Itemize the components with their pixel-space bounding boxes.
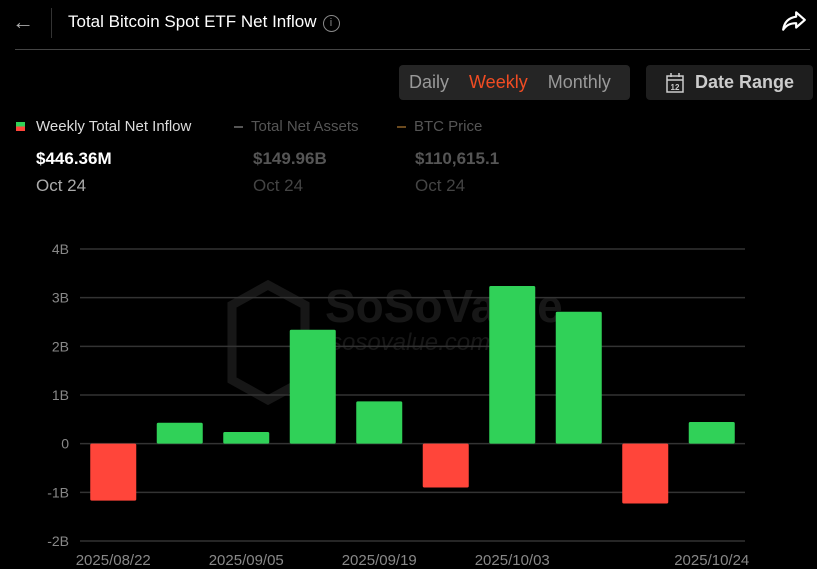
- period-daily[interactable]: Daily: [409, 72, 450, 92]
- net-inflow-value: $446.36M: [36, 149, 112, 168]
- x-tick-label: 2025/10/03: [475, 552, 550, 569]
- legend-label: Total Net Assets: [251, 118, 359, 135]
- date-range-button[interactable]: 12 Date Range: [646, 65, 813, 100]
- bar-2025/08/29[interactable]: [156, 422, 203, 444]
- legend-dash: [397, 125, 406, 128]
- y-tick-label: -2B: [47, 533, 69, 549]
- divider: [15, 49, 810, 50]
- bar-2025/08/22[interactable]: [90, 443, 137, 501]
- total-net-assets-value: $149.96B: [253, 149, 327, 168]
- bar-chart: SoSoValue sosovalue.com 4B3B2B1B0-1B-2B …: [47, 241, 749, 569]
- info-icon[interactable]: i: [322, 15, 340, 32]
- bar-2025/10/10[interactable]: [555, 311, 602, 444]
- btc-price-date: Oct 24: [415, 176, 466, 195]
- bar-2025/09/26[interactable]: [422, 443, 469, 488]
- legend-item-btc-price[interactable]: BTC Price: [397, 118, 482, 135]
- bar-2025/09/19[interactable]: [356, 401, 403, 444]
- y-tick-label: 3B: [52, 290, 69, 306]
- period-weekly[interactable]: Weekly: [469, 72, 528, 92]
- y-tick-label: 4B: [52, 241, 69, 257]
- bar-2025/09/05[interactable]: [223, 431, 270, 444]
- share-icon[interactable]: [781, 8, 807, 34]
- net-inflow-date: Oct 24: [36, 176, 87, 195]
- period-toggle: Daily Weekly Monthly: [399, 65, 630, 100]
- legend-label: BTC Price: [414, 118, 483, 135]
- y-tick-label: 0: [61, 436, 69, 452]
- bar-2025/09/12[interactable]: [289, 329, 336, 444]
- bar-2025/10/03[interactable]: [489, 285, 536, 444]
- legend-item-net-inflow[interactable]: Weekly Total Net Inflow: [16, 118, 191, 135]
- bar-2025/10/17[interactable]: [622, 443, 669, 504]
- back-button[interactable]: ←: [12, 9, 34, 34]
- title-text: Total Bitcoin Spot ETF Net Inflow: [68, 12, 317, 31]
- divider: [51, 8, 52, 38]
- calendar-day: 12: [671, 83, 680, 92]
- page-title: Total Bitcoin Spot ETF Net Inflow i: [68, 12, 340, 32]
- x-tick-label: 2025/08/22: [76, 552, 151, 569]
- watermark-url: sosovalue.com: [330, 329, 490, 356]
- legend-swatch: [16, 122, 25, 131]
- x-tick-label: 2025/10/24: [674, 552, 749, 569]
- period-monthly[interactable]: Monthly: [547, 72, 611, 92]
- total-net-assets-date: Oct 24: [253, 176, 304, 195]
- date-range-label: Date Range: [694, 72, 795, 92]
- x-tick-label: 2025/09/05: [209, 552, 284, 569]
- bar-2025/10/24[interactable]: [688, 421, 735, 444]
- btc-price-value: $110,615.1: [415, 149, 500, 168]
- watermark: SoSoValue sosovalue.com: [227, 279, 563, 406]
- y-tick-label: -1B: [47, 484, 69, 500]
- legend-dash: [234, 125, 243, 128]
- y-tick-label: 1B: [52, 387, 69, 403]
- legend-label: Weekly Total Net Inflow: [36, 118, 192, 135]
- y-tick-label: 2B: [52, 338, 69, 354]
- calendar-icon: 12: [666, 72, 684, 93]
- x-tick-label: 2025/09/19: [342, 552, 417, 569]
- legend-item-total-net-assets[interactable]: Total Net Assets: [234, 118, 359, 135]
